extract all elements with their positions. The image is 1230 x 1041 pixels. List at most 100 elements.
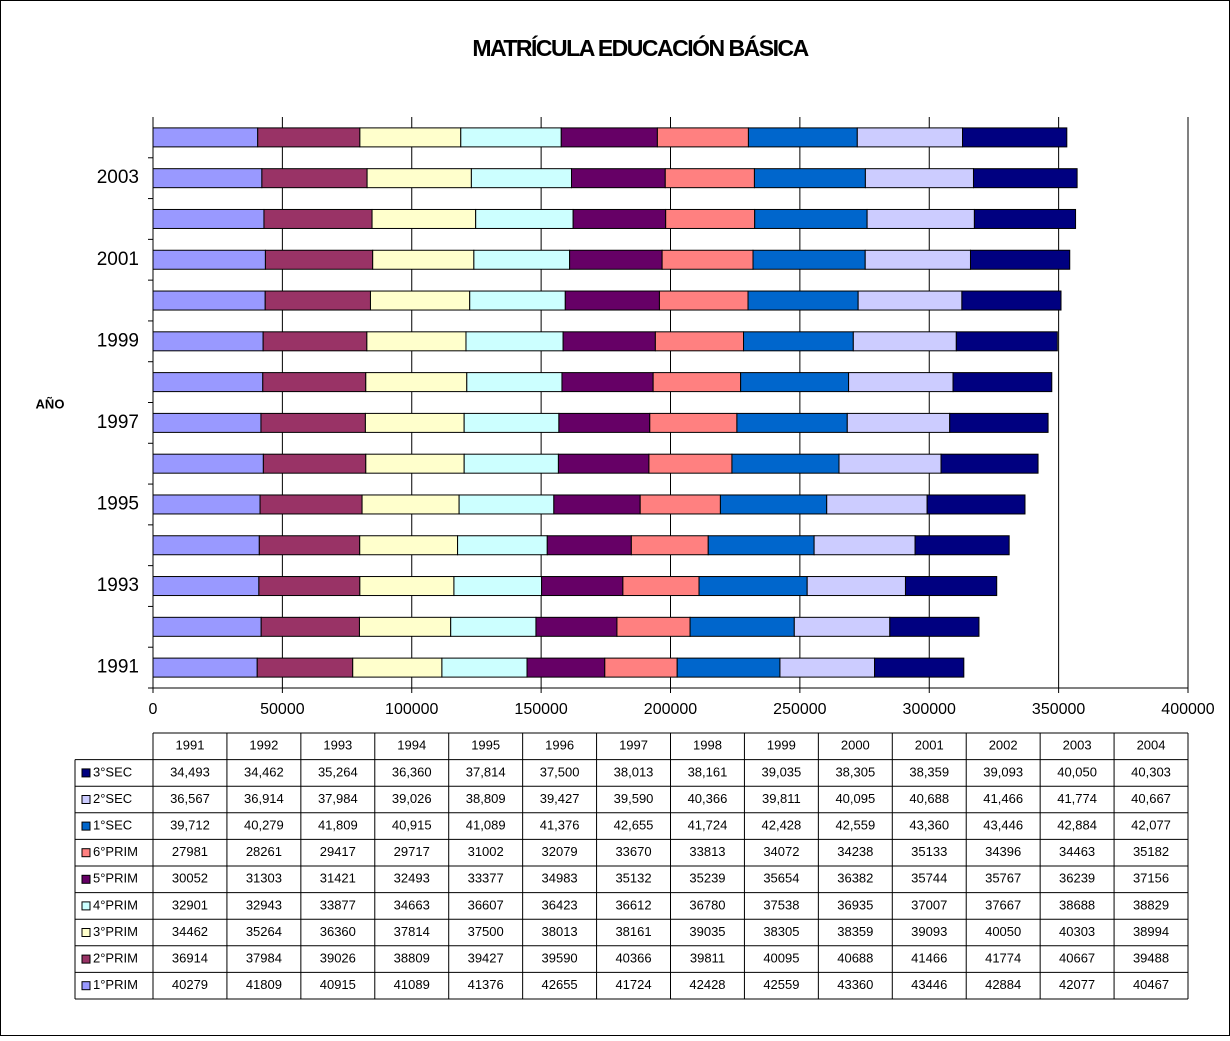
bar-segment (649, 412, 738, 433)
bar-segment (463, 453, 559, 474)
table-header: 1999 (767, 738, 796, 753)
table-cell: 40915 (320, 977, 356, 992)
bar-segment (460, 127, 562, 148)
bar-segment (973, 208, 1077, 229)
y-tick-label: 1995 (97, 493, 139, 514)
table-cell: 43360 (837, 977, 873, 992)
bar-segment (359, 576, 455, 597)
table-cell: 36914 (172, 951, 208, 966)
bar-segment (535, 616, 618, 637)
bar-segment (962, 127, 1068, 148)
bar-segment (152, 290, 266, 311)
table-cell: 39,712 (170, 818, 210, 833)
table-cell: 31303 (246, 871, 282, 886)
bar-segment (463, 412, 560, 433)
bar-segment (856, 127, 964, 148)
table-cell: 40095 (763, 951, 799, 966)
bar-segment (152, 535, 260, 556)
table-cell: 39093 (911, 924, 947, 939)
table-cell: 43,360 (909, 818, 949, 833)
legend-label: 1°SEC (93, 818, 132, 833)
bar-segment (572, 208, 667, 229)
bar-segment (654, 331, 745, 352)
table-cell: 42559 (763, 977, 799, 992)
table-cell: 40366 (615, 951, 651, 966)
table-cell: 35744 (911, 871, 947, 886)
table-cell: 40050 (985, 924, 1021, 939)
legend-swatch (81, 954, 91, 964)
table-cell: 32493 (394, 871, 430, 886)
bar-segment (526, 657, 606, 678)
bar-segment (264, 290, 371, 311)
bar-segment (152, 576, 260, 597)
table-cell: 39427 (468, 951, 504, 966)
bar-segment (352, 657, 443, 678)
bar-segment (656, 127, 749, 148)
bar-segment (564, 290, 660, 311)
bar-segment (371, 208, 477, 229)
bar-segment (940, 453, 1039, 474)
table-cell: 39026 (320, 951, 356, 966)
table-cell: 42,077 (1131, 818, 1171, 833)
bar-segment (152, 249, 266, 270)
table-cell: 35133 (911, 844, 947, 859)
legend-swatch (81, 874, 91, 884)
table-header: 1996 (545, 738, 574, 753)
bar-segment (652, 372, 742, 393)
x-tick-label: 350000 (1032, 701, 1085, 718)
table-cell: 41,466 (983, 791, 1023, 806)
bar-segment (256, 657, 354, 678)
bar-segment (665, 208, 756, 229)
bar-segment (475, 208, 574, 229)
legend-label: 3°SEC (93, 764, 132, 779)
bar-segment (848, 372, 954, 393)
bar-segment (779, 657, 876, 678)
table-cell: 39,026 (392, 791, 432, 806)
bar-segment (262, 453, 367, 474)
table-cell: 36,360 (392, 764, 432, 779)
table-cell: 33670 (615, 844, 651, 859)
table-cell: 39,427 (540, 791, 580, 806)
bar-segment (469, 290, 566, 311)
table-cell: 38305 (763, 924, 799, 939)
bar-segment (257, 127, 361, 148)
legend-label: 2°PRIM (93, 951, 138, 966)
bar-segment (365, 453, 465, 474)
table-cell: 43446 (911, 977, 947, 992)
bar-segment (731, 453, 840, 474)
table-cell: 37007 (911, 897, 947, 912)
table-cell: 38013 (542, 924, 578, 939)
bar-segment (258, 576, 361, 597)
table-header: 1998 (693, 738, 722, 753)
bar-segment (676, 657, 781, 678)
bar-segment (260, 616, 360, 637)
table-cell: 39,093 (983, 764, 1023, 779)
table-header: 2002 (989, 738, 1018, 753)
table-cell: 40,688 (909, 791, 949, 806)
bar-segment (152, 208, 265, 229)
table-cell: 37538 (763, 897, 799, 912)
bar-segment (562, 331, 656, 352)
bar-segment (874, 657, 965, 678)
table-cell: 38,809 (466, 791, 506, 806)
chart-title: MATRÍCULA EDUCACIÓN BÁSICA (472, 34, 808, 61)
table-cell: 42,559 (835, 818, 875, 833)
x-tick-label: 150000 (514, 701, 567, 718)
table-cell: 31002 (468, 844, 504, 859)
bar-segment (961, 290, 1062, 311)
y-tick-label: 1999 (97, 330, 139, 351)
table-cell: 37667 (985, 897, 1021, 912)
table-cell: 40,095 (835, 791, 875, 806)
table-cell: 40279 (172, 977, 208, 992)
table-cell: 39590 (542, 951, 578, 966)
table-cell: 32079 (542, 844, 578, 859)
bar-segment (361, 494, 460, 515)
bar-segment (260, 412, 366, 433)
table-cell: 34072 (763, 844, 799, 859)
x-tick-label: 100000 (385, 701, 438, 718)
bar-segment (262, 372, 367, 393)
table-cell: 40,667 (1131, 791, 1171, 806)
bar-segment (622, 576, 700, 597)
table-cell: 36239 (1059, 871, 1095, 886)
table-cell: 38,013 (614, 764, 654, 779)
